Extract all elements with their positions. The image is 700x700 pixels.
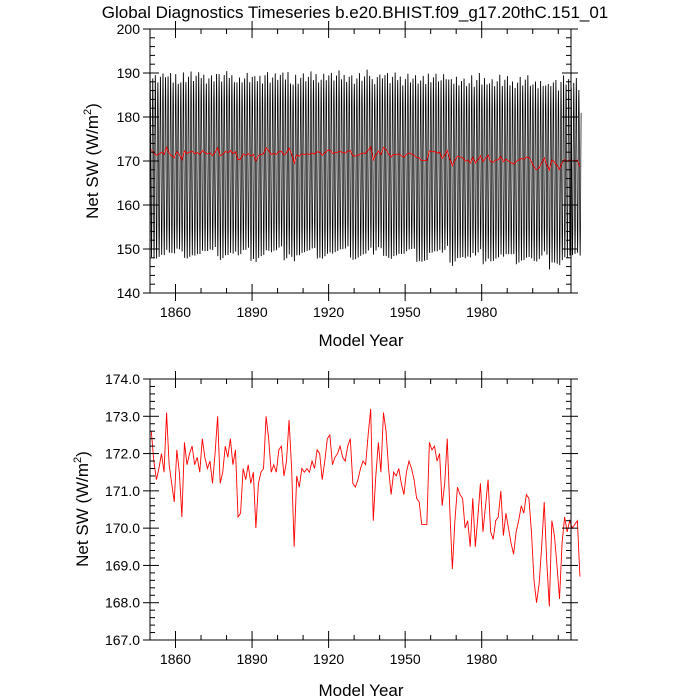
bottom-x-tick-label: 1860 — [160, 651, 191, 667]
top-x-ticks: 1860 1890 1920 1950 1980 — [149, 21, 559, 320]
bottom-y-tick-label: 172.0 — [105, 446, 140, 462]
bottom-y-tick-label: 174.0 — [105, 371, 140, 387]
bottom-x-tick-label: 1980 — [466, 651, 497, 667]
top-x-axis-label: Model Year — [318, 331, 403, 350]
bottom-x-ticks: 1860 1890 1920 1950 1980 — [149, 371, 559, 667]
top-x-tick-label: 1950 — [390, 304, 421, 320]
bottom-y-tick-label: 173.0 — [105, 408, 140, 424]
bottom-y-tick-label: 171.0 — [105, 483, 140, 499]
top-y-tick-label: 150 — [117, 241, 141, 257]
top-y-ticks: 140 150 160 170 180 190 200 — [117, 21, 578, 301]
bottom-y-tick-label: 169.0 — [105, 557, 140, 573]
top-annual-series — [150, 145, 581, 172]
bottom-x-axis-label: Model Year — [318, 681, 403, 700]
top-y-tick-label: 160 — [117, 197, 141, 213]
bottom-x-tick-label: 1950 — [390, 651, 421, 667]
top-x-tick-label: 1920 — [313, 304, 344, 320]
bottom-x-tick-label: 1920 — [313, 651, 344, 667]
top-chart: 1860 1890 1920 1950 1980 140 150 160 170 180 190 2… — [82, 21, 582, 350]
figure-title: Global Diagnostics Timeseries b.e20.BHIS… — [102, 3, 609, 22]
top-y-tick-label: 190 — [117, 65, 141, 81]
bottom-y-axis-label: Net SW (W/m2) — [72, 451, 92, 567]
top-monthly-line — [149, 69, 582, 270]
top-x-tick-label: 1860 — [160, 304, 191, 320]
bottom-chart: 1860 1890 1920 1950 1980 167.0 168.0 169.0 170.… — [72, 371, 581, 700]
bottom-y-tick-label: 168.0 — [105, 595, 140, 611]
top-y-axis-label: Net SW (W/m2) — [82, 103, 102, 219]
top-y-tick-label: 200 — [117, 21, 141, 37]
bottom-y-ticks: 167.0 168.0 169.0 170.0 171.0 172.0 173.0 174.0 — [105, 371, 578, 648]
bottom-annual-mean-line — [150, 408, 581, 607]
top-monthly-series — [149, 69, 582, 270]
top-y-tick-label: 140 — [117, 285, 141, 301]
top-annual-mean-line — [150, 145, 581, 172]
top-x-tick-label: 1980 — [466, 304, 497, 320]
top-x-tick-label: 1890 — [236, 304, 267, 320]
bottom-plot-frame — [149, 378, 572, 641]
bottom-x-tick-label: 1890 — [236, 651, 267, 667]
top-y-tick-label: 180 — [117, 109, 141, 125]
bottom-annual-series — [150, 408, 581, 607]
bottom-y-tick-label: 170.0 — [105, 520, 140, 536]
top-y-tick-label: 170 — [117, 153, 141, 169]
bottom-y-tick-label: 167.0 — [105, 632, 140, 648]
